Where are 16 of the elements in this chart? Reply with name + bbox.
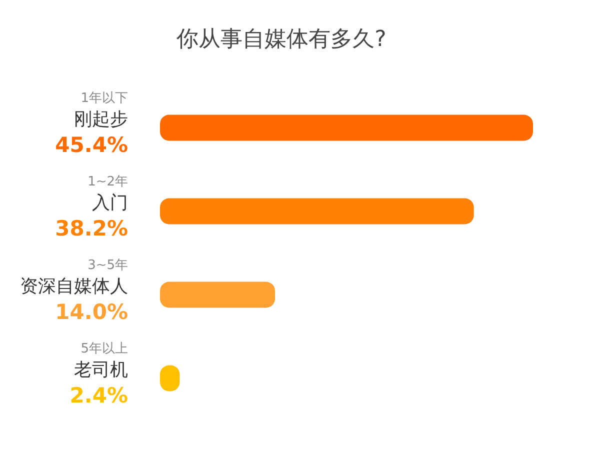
- text: 3~5年: [88, 258, 128, 273]
- y-tick-label: 入门: [92, 192, 128, 214]
- bar: [160, 114, 533, 141]
- text: 5年以上: [80, 341, 128, 356]
- bar: [160, 198, 474, 224]
- data-label: 45.4%: [55, 132, 128, 157]
- data-label: 2.4%: [70, 383, 128, 408]
- text: 1~2年: [88, 174, 128, 190]
- text: 1年以下: [80, 90, 128, 106]
- y-tick-label: 刚起步: [74, 108, 128, 130]
- bar: [160, 282, 276, 308]
- chart-title: 你从事自媒体有多久?: [176, 27, 386, 52]
- y-tick-label: 资深自媒体人: [20, 276, 128, 297]
- data-label: 14.0%: [55, 300, 128, 324]
- y-tick-label: 老司机: [74, 359, 128, 380]
- data-label: 38.2%: [55, 216, 128, 240]
